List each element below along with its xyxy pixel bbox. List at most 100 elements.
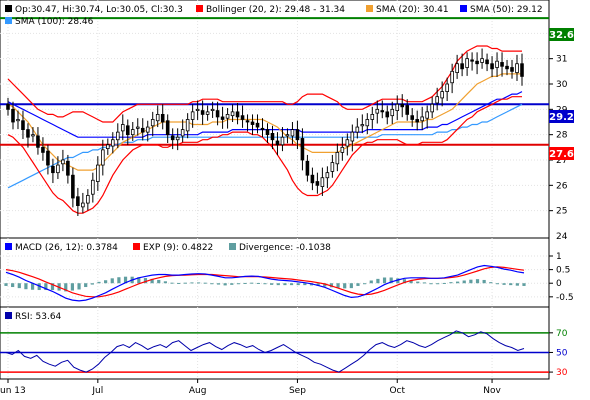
candle-body — [130, 129, 135, 136]
candle-body — [325, 172, 330, 179]
divergence-bar — [137, 277, 141, 284]
candle-body — [400, 103, 405, 108]
divergence-bar — [369, 280, 373, 284]
candle-body — [275, 140, 280, 146]
ohlc-legend-swatch — [5, 5, 12, 12]
bollinger-legend-text: Bollinger (20, 2): 29.48 - 31.34 — [206, 5, 345, 15]
divergence-bar — [336, 283, 340, 288]
candle-body — [370, 114, 375, 120]
candle-body — [16, 119, 20, 122]
x-tick-label: un 13 — [0, 386, 26, 396]
divergence-bar — [396, 278, 400, 284]
divergence-bar — [163, 281, 167, 284]
divergence-bar — [422, 282, 426, 284]
divergence-bar — [263, 283, 267, 285]
divergence-bar — [429, 283, 433, 285]
candle-body — [145, 126, 150, 133]
divergence-bar — [50, 283, 55, 291]
x-axis: un 13 Jul Aug Sep Oct Nov — [0, 379, 502, 396]
candle-body — [135, 126, 140, 129]
divergence-bar — [316, 283, 320, 286]
candle-body — [435, 96, 439, 104]
x-tick-label: Aug — [189, 386, 207, 396]
divergence-bar — [90, 283, 94, 285]
candle-body — [505, 65, 509, 70]
rsi-line — [5, 330, 525, 373]
rsi-tick-label: 30 — [556, 368, 568, 378]
x-tick-label: Jul — [91, 386, 103, 396]
divergence-bar — [104, 280, 108, 284]
divergence-bar — [30, 283, 35, 290]
candle-body — [66, 160, 70, 176]
divergence-bar — [416, 281, 420, 284]
divergence-bar — [117, 277, 121, 284]
candle-body — [106, 144, 110, 150]
candle-body — [36, 135, 40, 148]
price-candles — [6, 48, 524, 216]
candle-body — [11, 108, 15, 123]
divergence-bar — [283, 283, 287, 286]
divergence-bar — [329, 283, 334, 288]
rsi-tick-label: 70 — [556, 329, 568, 339]
divergence-bar — [489, 282, 493, 284]
divergence-bar — [482, 279, 486, 284]
rsi-levels — [0, 332, 549, 373]
divergence-bar — [442, 282, 446, 284]
candle-body — [440, 91, 444, 99]
candle-body — [520, 63, 524, 77]
divergence-bar — [183, 282, 187, 284]
candle-body — [81, 202, 85, 208]
candle-body — [250, 121, 255, 125]
sma20-legend-text: SMA (20): 30.41 — [376, 5, 449, 15]
candle-body — [485, 59, 489, 65]
price-tag-mid: 29.2 — [549, 110, 574, 123]
candle-body — [46, 150, 50, 166]
divergence-bar — [276, 283, 280, 286]
price-tick-label: 28 — [556, 131, 568, 141]
candle-body — [160, 114, 165, 123]
candle-body — [315, 181, 320, 186]
candle-body — [210, 108, 215, 112]
divergence-bar — [409, 280, 413, 284]
candle-body — [450, 70, 454, 84]
candle-body — [220, 116, 225, 120]
divergence-bar — [157, 279, 161, 284]
x-tick-label: Nov — [483, 386, 501, 396]
candle-body — [415, 119, 419, 123]
divergence-bar — [210, 283, 214, 285]
divergence-bar — [77, 283, 81, 290]
divergence-bar — [223, 283, 227, 286]
ohlc-legend-text: Op:30.47, Hi:30.74, Lo:30.05, Cl:30.3 — [15, 5, 183, 15]
candle-body — [225, 114, 230, 119]
rsi-legend: RSI: 53.64 — [5, 312, 62, 322]
rsi-panel — [0, 306, 550, 380]
exp-legend-text: EXP (9): 0.4822 — [143, 243, 213, 253]
candle-body — [96, 164, 100, 182]
candle-body — [165, 120, 170, 136]
divergence-bar — [170, 282, 174, 284]
price-tag-low-bg — [549, 147, 574, 160]
bollinger-upper-line — [7, 45, 522, 123]
divergence-bar — [449, 282, 453, 284]
divergence-bar — [356, 283, 360, 286]
divergence-bar — [323, 283, 327, 287]
candle-body — [515, 63, 519, 74]
price-tag-mid-bg — [549, 110, 574, 123]
candle-body — [350, 131, 355, 142]
price-legend: Op:30.47, Hi:30.74, Lo:30.05, Cl:30.3 Bo… — [5, 5, 543, 27]
candle-body — [355, 126, 360, 133]
candle-body — [190, 111, 195, 120]
divergence-bar — [24, 283, 28, 290]
candle-body — [470, 59, 474, 62]
divergence-bar — [475, 279, 480, 284]
divergence-bar — [177, 282, 181, 284]
candle-body — [380, 110, 385, 113]
candle-body — [26, 129, 30, 138]
candle-body — [340, 146, 345, 153]
candle-body — [320, 177, 325, 188]
rsi-y-axis: 70 50 30 — [549, 329, 568, 378]
divergence-bar — [70, 283, 75, 291]
macd-tick-label: 0 — [556, 279, 562, 289]
candle-body — [101, 149, 105, 166]
candle-body — [200, 110, 205, 115]
